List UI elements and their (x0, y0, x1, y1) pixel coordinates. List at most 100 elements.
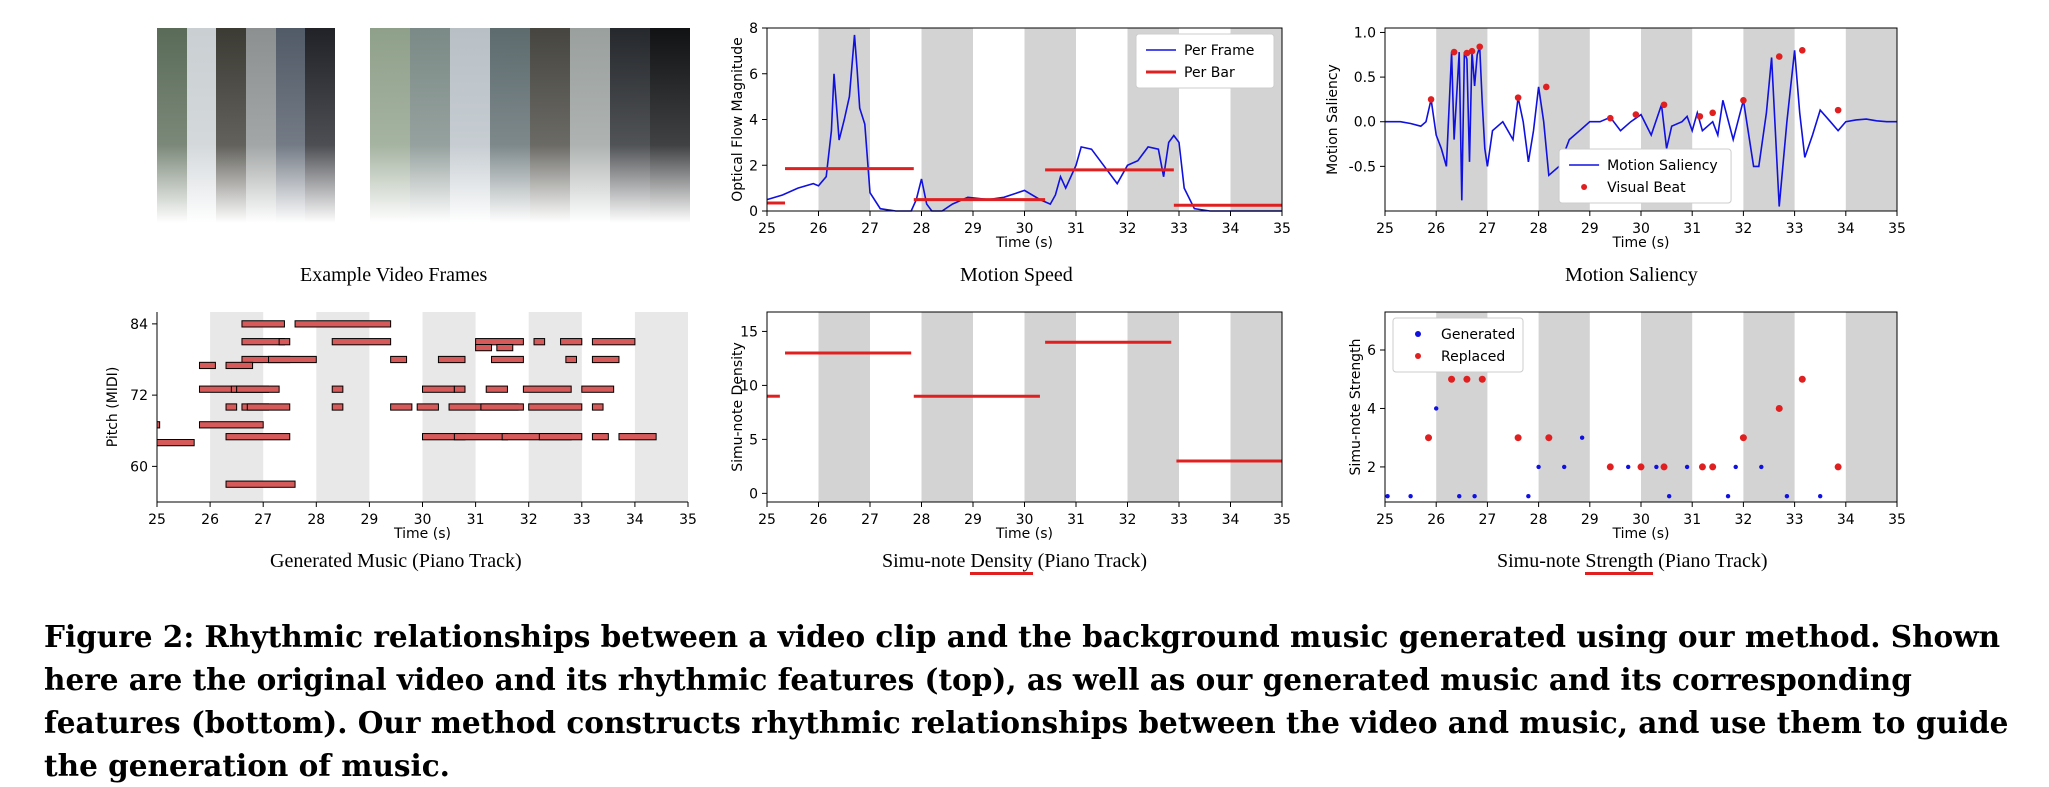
piano-note (591, 338, 636, 346)
y-axis-label: Simu-note Strength (1348, 339, 1364, 476)
legend-swatch (1581, 184, 1588, 190)
shaded-band (1845, 312, 1897, 502)
legend-label: Per Frame (1184, 43, 1254, 59)
data-point (1784, 493, 1790, 499)
data-point (1545, 434, 1553, 442)
y-tick-label: 0.0 (1354, 115, 1376, 131)
x-tick-label: 32 (520, 512, 538, 528)
data-point (1660, 463, 1668, 471)
visual-beat-point (1740, 97, 1747, 104)
piano-note (480, 403, 524, 411)
y-tick-label: 6 (1367, 343, 1376, 359)
legend-label: Motion Saliency (1607, 158, 1718, 174)
x-axis-label: Time (s) (393, 526, 451, 542)
x-tick-label: 30 (1016, 512, 1034, 528)
y-tick-label: 6 (749, 67, 758, 83)
x-tick-label: 29 (1581, 221, 1599, 237)
caption-strength-post: (Piano Track) (1653, 550, 1768, 572)
piano-note (241, 338, 285, 346)
piano-note (225, 433, 291, 441)
y-tick-label: 0.5 (1354, 70, 1376, 86)
x-tick-label: 29 (360, 512, 378, 528)
x-tick-label: 30 (414, 512, 432, 528)
data-point (1472, 493, 1477, 499)
video-frames-right (370, 28, 690, 223)
x-tick-label: 35 (1273, 512, 1291, 528)
data-point (1834, 463, 1842, 471)
data-point (1709, 463, 1717, 471)
legend-label: Per Bar (1184, 65, 1235, 81)
video-frame (570, 28, 610, 223)
data-point (1478, 375, 1486, 383)
piano-note (560, 338, 583, 346)
x-tick-label: 35 (1888, 221, 1906, 237)
x-tick-label: 30 (1632, 512, 1650, 528)
piano-note (225, 361, 254, 370)
x-tick-label: 26 (810, 512, 828, 528)
x-axis-label: Time (s) (1612, 526, 1670, 542)
video-frame (530, 28, 570, 223)
x-tick-label: 25 (758, 512, 776, 528)
data-point (1448, 375, 1456, 383)
piano-note (390, 403, 413, 411)
piano-note (475, 344, 493, 352)
data-point (1457, 493, 1462, 499)
data-point (1514, 434, 1522, 442)
piano-note (618, 433, 657, 441)
x-axis-label: Time (s) (995, 526, 1053, 542)
data-point (1626, 464, 1631, 470)
y-tick-label: 5 (749, 432, 758, 448)
piano-note (225, 480, 296, 488)
data-point (1637, 463, 1645, 471)
y-tick-label: 1.0 (1354, 25, 1376, 41)
visual-beat-point (1834, 106, 1842, 114)
x-tick-label: 33 (1170, 221, 1188, 237)
data-point (1562, 464, 1567, 470)
video-frame (370, 28, 410, 223)
shaded-band (921, 28, 973, 211)
x-tick-label: 32 (1119, 221, 1137, 237)
video-frame (410, 28, 450, 223)
video-frame (157, 28, 187, 223)
caption-video-frames: Example Video Frames (300, 264, 488, 286)
x-tick-label: 27 (861, 221, 879, 237)
visual-beat-point (1709, 109, 1716, 117)
y-tick-label: 4 (1367, 401, 1376, 417)
x-tick-label: 29 (964, 221, 982, 237)
piano-note (268, 355, 317, 364)
x-tick-label: 32 (1119, 512, 1137, 528)
legend-box (1135, 33, 1275, 89)
data-point (1408, 493, 1413, 499)
y-tick-label: 84 (130, 317, 148, 333)
piano-note (294, 320, 392, 328)
x-tick-label: 33 (1786, 512, 1804, 528)
x-axis-label: Time (s) (995, 235, 1053, 251)
x-tick-label: 33 (1786, 221, 1804, 237)
piano-note (591, 433, 609, 441)
y-tick-label: 8 (749, 21, 758, 37)
visual-beat-point (1775, 53, 1783, 60)
shaded-band (1024, 312, 1076, 502)
x-tick-label: 25 (758, 221, 776, 237)
x-tick-label: 34 (626, 512, 644, 528)
legend-box (1558, 148, 1732, 204)
data-point (1684, 464, 1690, 470)
data-point (1798, 375, 1806, 383)
visual-beat-point (1514, 94, 1522, 101)
piano-note (528, 403, 583, 411)
y-tick-label: 0 (749, 204, 758, 220)
x-tick-label: 28 (1530, 512, 1548, 528)
x-tick-label: 31 (1683, 221, 1701, 237)
y-tick-label: 10 (740, 378, 758, 394)
data-point (1654, 464, 1659, 470)
data-point (1733, 464, 1738, 470)
video-frame (450, 28, 490, 223)
data-point (1725, 493, 1731, 499)
piano-note (390, 355, 408, 364)
caption-motion-saliency: Motion Saliency (1565, 264, 1698, 286)
y-tick-label: 2 (749, 158, 758, 174)
x-tick-label: 35 (1888, 512, 1906, 528)
piano-note (591, 403, 604, 411)
data-point (1666, 493, 1672, 499)
